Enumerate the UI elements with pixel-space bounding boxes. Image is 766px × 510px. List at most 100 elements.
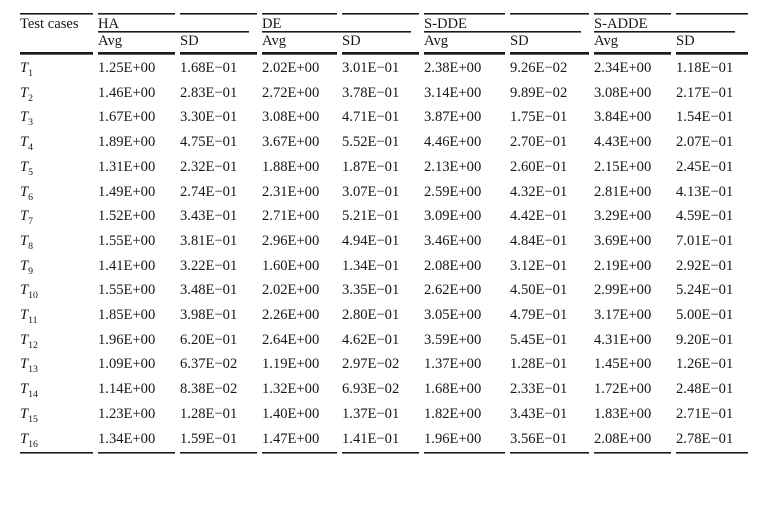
row-header-test-case: T15: [20, 402, 98, 427]
rule-segment: [262, 451, 342, 456]
value-cell: 6.37E−02: [180, 356, 238, 373]
value-cell: 1.41E+00: [98, 257, 156, 274]
row-header-test-case: T14: [20, 377, 98, 402]
value-cell: 1.37E−01: [342, 405, 400, 422]
value-cell: 1.34E−01: [342, 257, 400, 274]
rule-segment: [342, 12, 424, 16]
value-cell: 1.19E+00: [262, 356, 320, 373]
row-header-test-case: T4: [20, 130, 98, 155]
test-case-symbol: T: [20, 60, 29, 76]
column-header-avg: Avg: [424, 33, 449, 49]
value-cell: 1.55E+00: [98, 282, 156, 299]
row-header-test-case: T1: [20, 56, 98, 81]
value-cell: 2.34E+00: [594, 60, 652, 76]
value-cell: 5.21E−01: [342, 208, 400, 225]
test-case-symbol: T: [20, 109, 29, 126]
rule-segment: [180, 50, 262, 56]
value-cell: 1.45E+00: [594, 356, 652, 373]
test-case-index: 10: [28, 290, 38, 302]
top-rule: [20, 12, 748, 16]
test-case-symbol: T: [20, 232, 29, 249]
row-header-test-case: T10: [20, 278, 98, 303]
value-cell: 3.08E+00: [594, 84, 652, 101]
value-cell: 1.46E+00: [98, 84, 156, 101]
test-case-index: 6: [28, 191, 34, 203]
value-cell: 3.30E−01: [180, 109, 238, 126]
column-header-test-cases: Test cases: [20, 16, 79, 32]
table-row: T14 1.14E+00 8.38E−02 1.32E+00 6.93E−02 1.68E…: [20, 377, 748, 402]
value-cell: 1.31E+00: [98, 158, 156, 175]
rule-segment: [510, 451, 594, 456]
test-case-symbol: T: [20, 331, 29, 348]
value-cell: 1.87E−01: [342, 158, 400, 175]
column-header-avg: Avg: [98, 33, 123, 49]
value-cell: 1.83E+00: [594, 405, 652, 422]
rule-segment: [424, 12, 510, 16]
test-case-index: 9: [28, 265, 34, 277]
row-header-test-case: T11: [20, 303, 98, 328]
row-header-test-case: T9: [20, 254, 98, 279]
value-cell: 4.46E+00: [424, 134, 482, 151]
value-cell: 2.64E+00: [262, 331, 320, 348]
value-cell: 5.00E−01: [676, 307, 734, 324]
rule-segment: [98, 12, 180, 16]
value-cell: 2.08E+00: [424, 257, 482, 274]
value-cell: 2.99E+00: [594, 282, 652, 299]
column-group-de: DE: [262, 16, 424, 33]
value-cell: 3.78E−01: [342, 84, 400, 101]
value-cell: 1.85E+00: [98, 307, 156, 324]
value-cell: 2.83E−01: [180, 84, 238, 101]
column-group-ha: HA: [98, 16, 262, 33]
value-cell: 5.24E−01: [676, 282, 734, 299]
value-cell: 1.67E+00: [98, 109, 156, 126]
value-cell: 3.81E−01: [180, 232, 238, 249]
value-cell: 2.48E−01: [676, 381, 734, 398]
value-cell: 5.52E−01: [342, 134, 400, 151]
test-case-symbol: T: [20, 183, 29, 200]
table-row: T11 1.85E+00 3.98E−01 2.26E+00 2.80E−01 3.05E…: [20, 303, 748, 328]
rule-segment: [594, 451, 676, 456]
value-cell: 2.71E+00: [262, 208, 320, 225]
value-cell: 1.89E+00: [98, 134, 156, 151]
value-cell: 1.25E+00: [98, 60, 156, 76]
value-cell: 6.93E−02: [342, 381, 400, 398]
value-cell: 4.13E−01: [676, 183, 734, 200]
rule-segment: [98, 50, 180, 56]
header-thick-rule: [20, 50, 748, 56]
table-row: T3 1.67E+00 3.30E−01 3.08E+00 4.71E−01 3.87E+…: [20, 105, 748, 130]
value-cell: 1.49E+00: [98, 183, 156, 200]
column-header-sd: SD: [676, 33, 695, 49]
value-cell: 6.20E−01: [180, 331, 238, 348]
value-cell: 2.26E+00: [262, 307, 320, 324]
value-cell: 3.48E−01: [180, 282, 238, 299]
subheader-row: Avg SD Avg SD Avg SD Avg SD: [20, 33, 748, 50]
rule-segment: [676, 50, 748, 56]
row-header-test-case: T12: [20, 328, 98, 353]
table-row: T8 1.55E+00 3.81E−01 2.96E+00 4.94E−01 3.46E+…: [20, 229, 748, 254]
test-case-symbol: T: [20, 257, 29, 274]
test-case-symbol: T: [20, 134, 29, 151]
test-case-symbol: T: [20, 208, 29, 225]
value-cell: 4.32E−01: [510, 183, 568, 200]
value-cell: 1.14E+00: [98, 381, 156, 398]
rule-segment: [424, 50, 510, 56]
value-cell: 1.23E+00: [98, 405, 156, 422]
value-cell: 3.59E+00: [424, 331, 482, 348]
value-cell: 1.18E−01: [676, 60, 734, 76]
value-cell: 2.71E−01: [676, 405, 734, 422]
value-cell: 4.94E−01: [342, 232, 400, 249]
test-case-symbol: T: [20, 430, 29, 447]
value-cell: 3.43E−01: [510, 405, 568, 422]
value-cell: 4.75E−01: [180, 134, 238, 151]
table-row: T12 1.96E+00 6.20E−01 2.64E+00 4.62E−01 3.59E…: [20, 328, 748, 353]
value-cell: 4.59E−01: [676, 208, 734, 225]
value-cell: 3.09E+00: [424, 208, 482, 225]
rule-segment: [342, 451, 424, 456]
test-case-symbol: T: [20, 405, 29, 422]
rule-segment: [262, 50, 342, 56]
test-case-symbol: T: [20, 84, 29, 101]
value-cell: 2.38E+00: [424, 60, 482, 76]
test-case-index: 12: [28, 339, 38, 351]
value-cell: 2.02E+00: [262, 282, 320, 299]
test-case-index: 4: [28, 142, 34, 154]
